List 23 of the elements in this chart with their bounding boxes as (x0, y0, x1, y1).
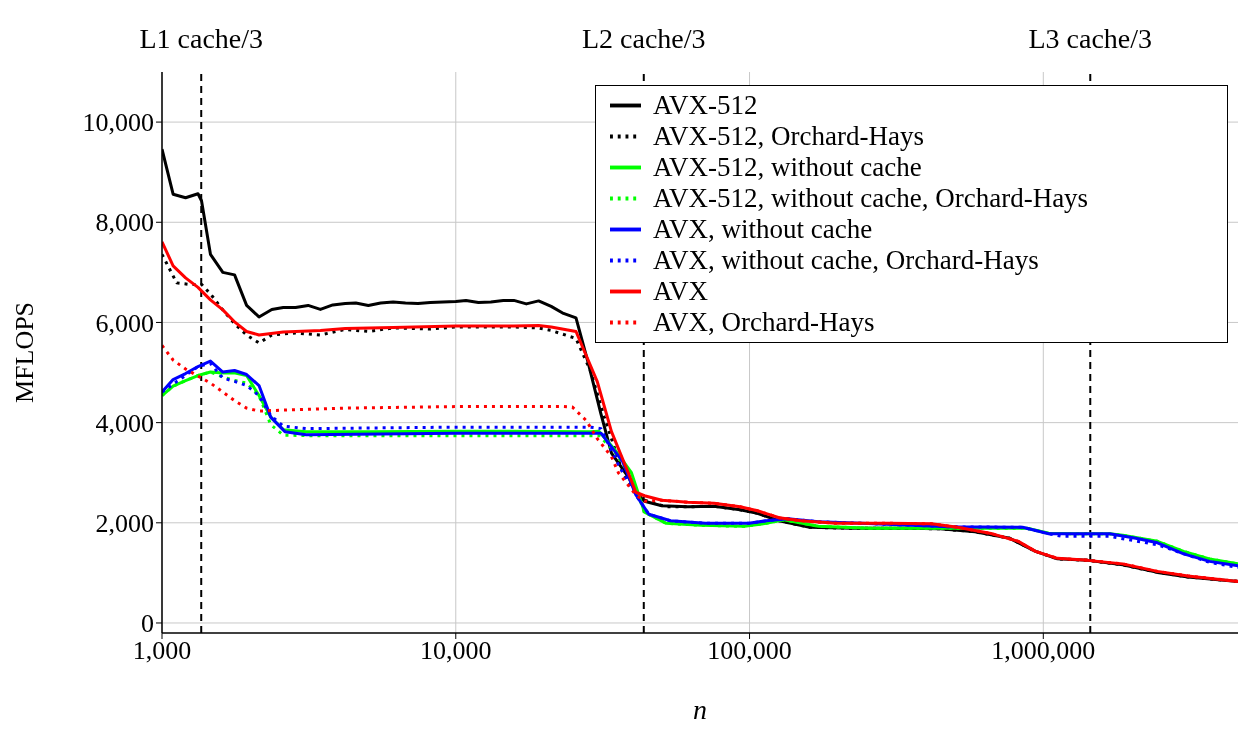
legend-label: AVX-512, without cache, Orchard-Hays (653, 183, 1089, 213)
legend-label: AVX, without cache (653, 214, 873, 244)
x-tick-label: 1,000 (132, 636, 192, 666)
ref-line-label: L2 cache/3 (581, 23, 706, 54)
ref-line-label: L3 cache/3 (1028, 23, 1153, 54)
x-tick-label: 100,000 (707, 636, 792, 666)
y-tick-label: 8,000 (95, 208, 154, 238)
legend-label: AVX (653, 276, 709, 306)
y-tick-label: 4,000 (95, 408, 154, 438)
x-tick-label: 1,000,000 (991, 636, 1096, 666)
y-tick-label: 10,000 (82, 108, 154, 138)
legend-label: AVX, Orchard-Hays (653, 307, 875, 337)
legend-label: AVX, without cache, Orchard-Hays (653, 245, 1039, 275)
y-tick-label: 6,000 (95, 308, 154, 338)
x-axis-title: n (693, 694, 707, 725)
ref-line-label: L1 cache/3 (139, 23, 264, 54)
y-axis-title: MFLOPS (10, 301, 40, 404)
legend-label: AVX-512, without cache (653, 152, 922, 182)
legend-label: AVX-512, Orchard-Hays (653, 121, 924, 151)
y-tick-label: 2,000 (95, 509, 154, 539)
x-tick-label: 10,000 (420, 636, 492, 666)
legend-label: AVX-512 (653, 90, 758, 120)
y-tick-label: 0 (141, 609, 154, 639)
